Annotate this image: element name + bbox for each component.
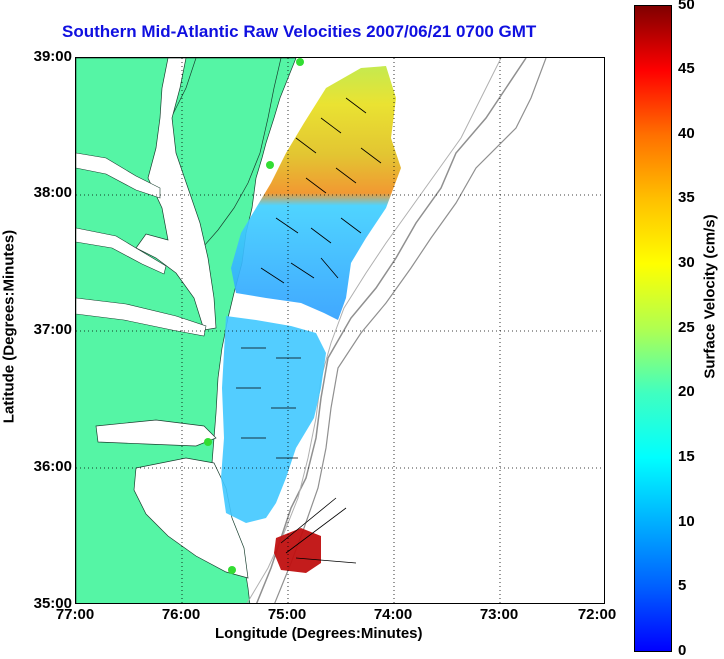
- colorbar-tick-label: 25: [678, 319, 695, 336]
- radar-station-marker[interactable]: [296, 58, 304, 66]
- x-tick-label: 77:00: [55, 606, 95, 623]
- map-canvas[interactable]: [76, 58, 605, 604]
- velocity-arrows: [236, 97, 382, 564]
- colorbar: [634, 5, 672, 652]
- bathymetry-contour-outer: [246, 58, 502, 603]
- colorbar-tick-label: 40: [678, 125, 695, 142]
- radar-station-marker[interactable]: [228, 566, 236, 574]
- x-axis-label: Longitude (Degrees:Minutes): [215, 625, 423, 642]
- colorbar-tick-label: 20: [678, 383, 695, 400]
- colorbar-tick-label: 15: [678, 448, 695, 465]
- pamlico-sound: [133, 457, 249, 579]
- colorbar-tick-label: 0: [678, 642, 687, 659]
- x-tick-label: 74:00: [373, 606, 413, 623]
- radar-station-marker[interactable]: [204, 438, 212, 446]
- map-grid: [76, 58, 604, 603]
- y-tick-label: 36:00: [33, 458, 72, 475]
- colorbar-tick-label: 10: [678, 513, 695, 530]
- chesapeake-bay: [135, 58, 217, 331]
- velocity-field-north: [231, 66, 401, 320]
- colorbar-tick-label: 5: [678, 577, 687, 594]
- x-tick-label: 75:00: [267, 606, 307, 623]
- velocity-field-south-high: [274, 528, 321, 573]
- potomac-river: [76, 152, 161, 199]
- york-james-river: [76, 297, 207, 337]
- rappahannock-river: [76, 227, 167, 275]
- y-tick-label: 35:00: [33, 595, 72, 612]
- y-tick-label: 37:00: [33, 321, 72, 338]
- colorbar-tick-label: 50: [678, 0, 695, 13]
- colorbar-tick-label: 35: [678, 189, 695, 206]
- map-title: Southern Mid-Atlantic Raw Velocities 200…: [62, 22, 537, 41]
- colorbar-tick-label: 30: [678, 254, 695, 271]
- x-tick-label: 76:00: [161, 606, 201, 623]
- y-tick-label: 38:00: [33, 184, 72, 201]
- x-tick-label: 72:00: [577, 606, 617, 623]
- colorbar-tick-label: 45: [678, 60, 695, 77]
- y-tick-label: 39:00: [33, 48, 72, 65]
- x-tick-label: 73:00: [479, 606, 519, 623]
- radar-station-marker[interactable]: [266, 161, 274, 169]
- colorbar-label: Surface Velocity (cm/s): [701, 214, 719, 379]
- map-plot-area[interactable]: [75, 57, 605, 604]
- velocity-field-middle: [221, 316, 326, 523]
- bathymetry-contour-slope: [274, 58, 547, 603]
- y-axis-label: Latitude (Degrees:Minutes): [0, 229, 18, 424]
